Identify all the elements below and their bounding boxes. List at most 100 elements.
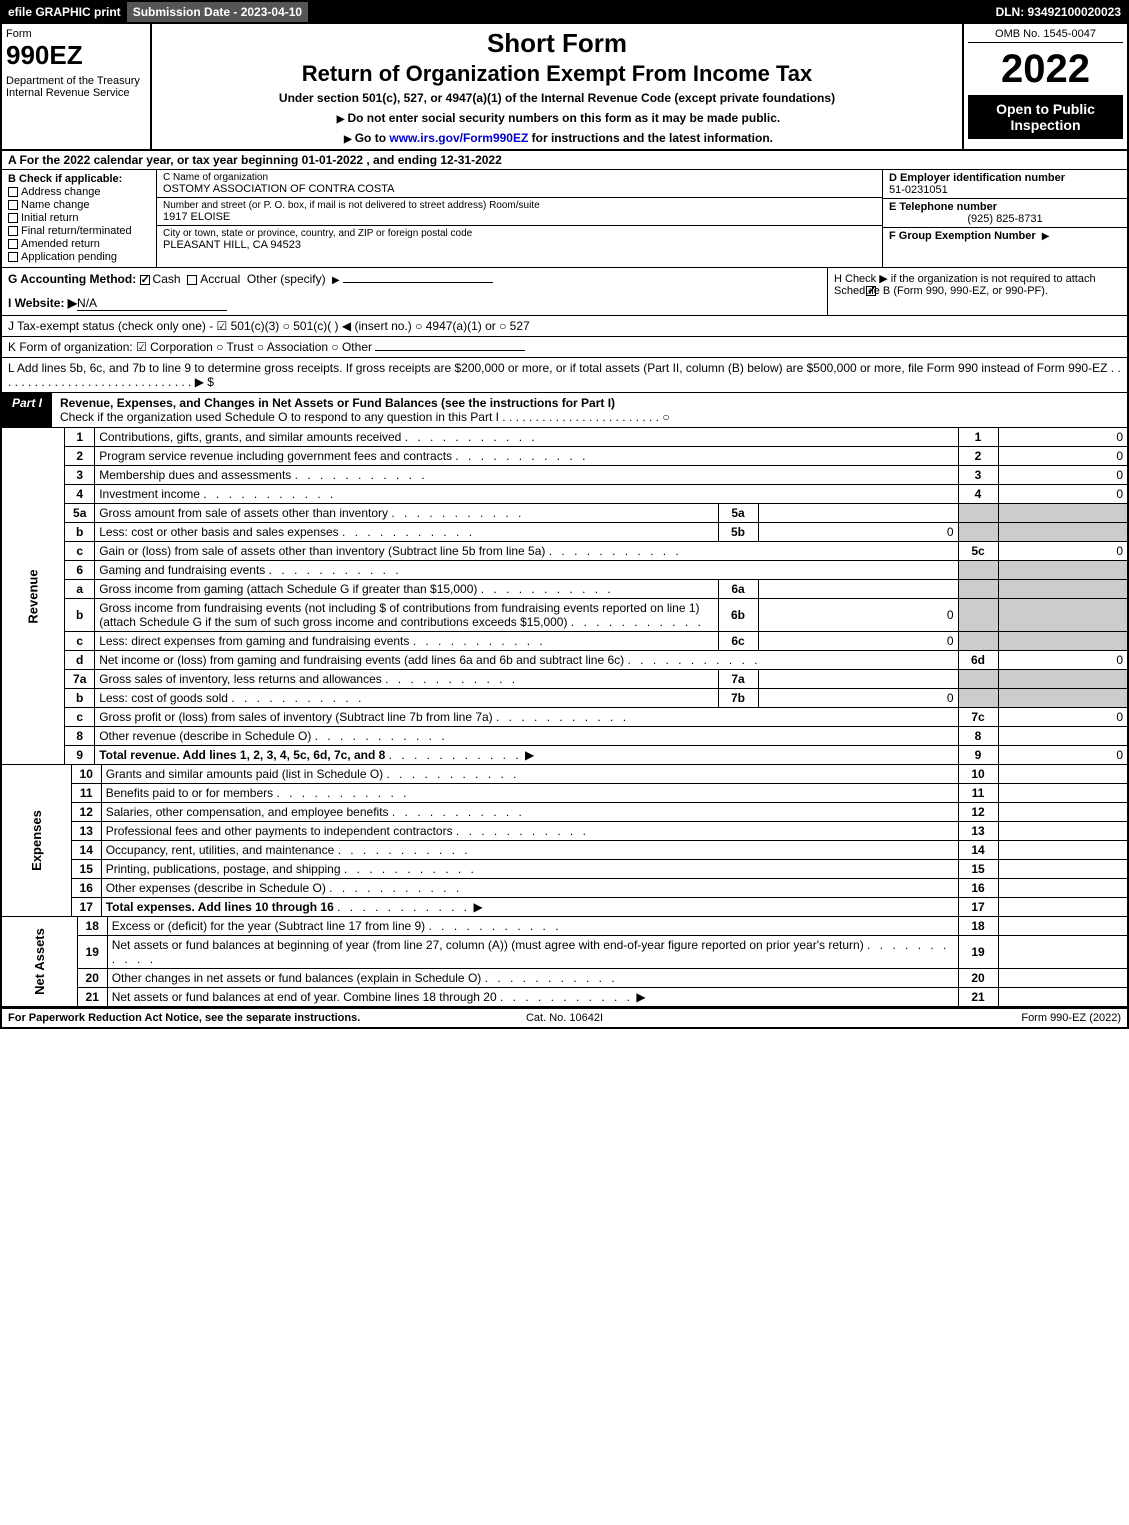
chk-initial-return[interactable] — [8, 213, 18, 223]
line-row: 14Occupancy, rent, utilities, and mainte… — [1, 841, 1128, 860]
footer-right: Form 990-EZ (2022) — [750, 1012, 1121, 1024]
chk-amended-return[interactable] — [8, 239, 18, 249]
right-val-cell — [998, 689, 1128, 708]
right-num-cell: 3 — [958, 466, 998, 485]
submission-date: Submission Date - 2023-04-10 — [127, 2, 308, 22]
addr-value: 1917 ELOISE — [163, 211, 876, 223]
line-row: 20Other changes in net assets or fund ba… — [1, 969, 1128, 988]
right-val-cell — [998, 841, 1128, 860]
other-specify-input[interactable] — [343, 282, 493, 283]
chk-final-return[interactable] — [8, 226, 18, 236]
right-val-cell — [998, 504, 1128, 523]
line-number: 14 — [71, 841, 101, 860]
line-desc: Total expenses. Add lines 10 through 16 … — [101, 898, 958, 917]
right-num-cell: 8 — [958, 727, 998, 746]
line-number: 20 — [77, 969, 107, 988]
sub-line-number: 6b — [718, 599, 758, 632]
line-number: 13 — [71, 822, 101, 841]
note-goto: Go to www.irs.gov/Form990EZ for instruct… — [160, 131, 954, 145]
line-row: 6Gaming and fundraising events . . . . .… — [1, 561, 1128, 580]
line-desc: Less: cost or other basis and sales expe… — [95, 523, 718, 542]
line-row: 7aGross sales of inventory, less returns… — [1, 670, 1128, 689]
right-val-cell — [998, 580, 1128, 599]
return-title: Return of Organization Exempt From Incom… — [160, 61, 954, 87]
right-val-cell — [998, 936, 1128, 969]
line-row: cGross profit or (loss) from sales of in… — [1, 708, 1128, 727]
D-ein-value: 51-0231051 — [889, 184, 1121, 196]
form-number: 990EZ — [6, 40, 146, 71]
line-row: 5aGross amount from sale of assets other… — [1, 504, 1128, 523]
footer: For Paperwork Reduction Act Notice, see … — [0, 1008, 1129, 1029]
form-word: Form — [6, 28, 32, 40]
right-num-cell: 10 — [958, 765, 998, 784]
F-row: F Group Exemption Number — [883, 228, 1127, 244]
line-row: 3Membership dues and assessments . . . .… — [1, 466, 1128, 485]
line-row: 17Total expenses. Add lines 10 through 1… — [1, 898, 1128, 917]
right-num-cell — [958, 504, 998, 523]
line-row: 12Salaries, other compensation, and empl… — [1, 803, 1128, 822]
right-num-cell: 20 — [958, 969, 998, 988]
right-val-cell — [998, 599, 1128, 632]
right-val-cell — [998, 523, 1128, 542]
right-val-cell: 0 — [998, 485, 1128, 504]
line-desc: Less: direct expenses from gaming and fu… — [95, 632, 718, 651]
chk-application-pending[interactable] — [8, 252, 18, 262]
tax-year: 2022 — [968, 49, 1123, 89]
efile-label[interactable]: efile GRAPHIC print — [2, 2, 127, 22]
line-row: 11Benefits paid to or for members . . . … — [1, 784, 1128, 803]
chk-accrual[interactable] — [187, 275, 197, 285]
G-label: G Accounting Method: — [8, 272, 136, 286]
right-val-cell: 0 — [998, 542, 1128, 561]
right-val-cell — [998, 765, 1128, 784]
line-row: 9Total revenue. Add lines 1, 2, 3, 4, 5c… — [1, 746, 1128, 765]
open-to-public-badge: Open to Public Inspection — [968, 95, 1123, 139]
E-tel-value: (925) 825-8731 — [889, 213, 1121, 225]
sub-line-value: 0 — [758, 689, 958, 708]
line-number: c — [65, 542, 95, 561]
right-num-cell: 18 — [958, 917, 998, 936]
line-desc: Grants and similar amounts paid (list in… — [101, 765, 958, 784]
line-desc: Total revenue. Add lines 1, 2, 3, 4, 5c,… — [95, 746, 958, 765]
line-number: 11 — [71, 784, 101, 803]
col-C: C Name of organization OSTOMY ASSOCIATIO… — [157, 170, 882, 267]
line-row: Expenses10Grants and similar amounts pai… — [1, 765, 1128, 784]
line-number: 5a — [65, 504, 95, 523]
line-desc: Excess or (deficit) for the year (Subtra… — [107, 917, 958, 936]
B-label: B Check if applicable: — [8, 173, 150, 185]
section-A: A For the 2022 calendar year, or tax yea… — [0, 151, 1129, 170]
right-val-cell: 0 — [998, 651, 1128, 670]
line-number: 19 — [77, 936, 107, 969]
chk-name-change[interactable] — [8, 200, 18, 210]
note-ssn: Do not enter social security numbers on … — [160, 111, 954, 125]
irs-link[interactable]: www.irs.gov/Form990EZ — [389, 131, 528, 145]
line-desc: Net assets or fund balances at beginning… — [107, 936, 958, 969]
line-number: 6 — [65, 561, 95, 580]
part1-title-row: Part I Revenue, Expenses, and Changes in… — [0, 393, 1129, 428]
line-row: 2Program service revenue including gover… — [1, 447, 1128, 466]
chk-cash[interactable] — [140, 275, 150, 285]
I-label: I Website: ▶ — [8, 296, 77, 310]
line-number: c — [65, 708, 95, 727]
line-desc: Gaming and fundraising events . . . . . … — [95, 561, 958, 580]
line-row: cGain or (loss) from sale of assets othe… — [1, 542, 1128, 561]
right-num-cell — [958, 580, 998, 599]
city-row: City or town, state or province, country… — [157, 226, 882, 253]
right-num-cell — [958, 632, 998, 651]
K-other-input[interactable] — [375, 350, 525, 351]
line-desc: Other expenses (describe in Schedule O) … — [101, 879, 958, 898]
line-number: a — [65, 580, 95, 599]
right-num-cell: 9 — [958, 746, 998, 765]
line-row: bGross income from fundraising events (n… — [1, 599, 1128, 632]
section-GH-row: G Accounting Method: Cash Accrual Other … — [0, 268, 1129, 316]
omb-number: OMB No. 1545-0047 — [968, 28, 1123, 43]
line-row: 15Printing, publications, postage, and s… — [1, 860, 1128, 879]
chk-address-change[interactable] — [8, 187, 18, 197]
section-BC-row: B Check if applicable: Address change Na… — [0, 170, 1129, 268]
right-val-cell: 0 — [998, 447, 1128, 466]
arrow-icon — [329, 272, 343, 286]
right-num-cell — [958, 523, 998, 542]
line-desc: Gross profit or (loss) from sales of inv… — [95, 708, 958, 727]
right-num-cell: 4 — [958, 485, 998, 504]
right-num-cell — [958, 689, 998, 708]
chk-schedule-b[interactable] — [866, 286, 876, 296]
